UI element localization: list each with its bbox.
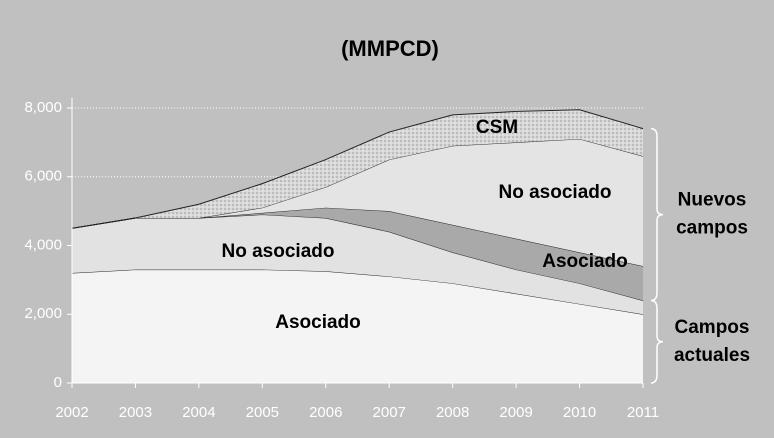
area-fill <box>72 269 643 383</box>
y-tick-label: 6,000 <box>24 168 62 185</box>
x-tick-label: 2002 <box>55 404 88 421</box>
area-fill <box>72 207 643 301</box>
group-label: actuales <box>674 345 750 366</box>
y-tick-label: 2,000 <box>24 305 62 322</box>
area-label: Asociado <box>542 251 628 272</box>
x-tick-label: 2009 <box>499 404 532 421</box>
chart-title: (MMPCD) <box>341 36 439 61</box>
x-tick-label: 2004 <box>182 404 215 421</box>
area-line <box>71 269 644 315</box>
group-label: Campos <box>675 317 750 338</box>
y-tick-label: 0 <box>54 374 62 391</box>
x-tick-label: 2005 <box>246 404 279 421</box>
brace <box>650 299 664 384</box>
y-tick-label: 4,000 <box>24 236 62 253</box>
area-fill <box>72 109 643 229</box>
group-label: Nuevos <box>678 190 747 211</box>
x-tick-label: 2010 <box>563 404 596 421</box>
x-tick-label: 2011 <box>627 404 659 421</box>
area-label: No asociado <box>499 182 612 203</box>
area-line <box>71 109 644 229</box>
x-tick-label: 2003 <box>119 404 152 421</box>
x-tick-label: 2006 <box>309 404 342 421</box>
x-tick-label: 2007 <box>373 404 406 421</box>
area-fill <box>72 138 643 267</box>
area-label: CSM <box>476 117 518 138</box>
brace <box>650 127 664 302</box>
area-fill <box>72 214 643 315</box>
group-label: campos <box>676 218 748 239</box>
y-tick-label: 8,000 <box>24 99 62 116</box>
area-label: Asociado <box>275 312 361 333</box>
area-label: No asociado <box>222 241 335 262</box>
x-tick-label: 2008 <box>436 404 469 421</box>
